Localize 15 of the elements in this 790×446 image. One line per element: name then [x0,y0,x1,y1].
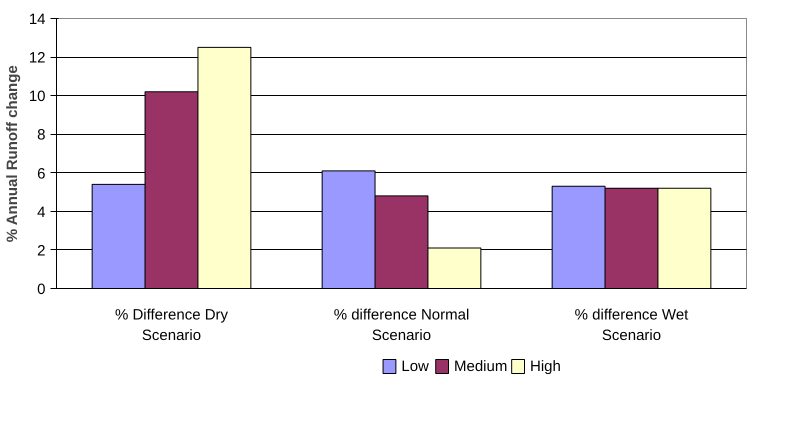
y-axis-title: % Annual Runoff change [4,65,21,242]
y-tick-label: 2 [37,242,46,260]
y-tick-label: 8 [37,126,46,144]
x-tick-label: % difference Normal Scenario [334,306,470,344]
y-tick-label: 10 [28,88,46,106]
y-tick-label: 12 [28,50,46,67]
legend-label: High [530,358,561,375]
y-tick-label: 6 [37,165,46,182]
y-tick-label: 14 [28,11,46,28]
y-tick-label: 4 [37,204,46,221]
legend-label: Low [401,358,430,375]
x-tick-label: % Difference Dry Scenario [114,306,229,344]
x-tick-label: % difference Wet Scenario [574,306,690,344]
y-tick-label: 0 [37,281,46,298]
legend-label: Medium [454,358,508,375]
